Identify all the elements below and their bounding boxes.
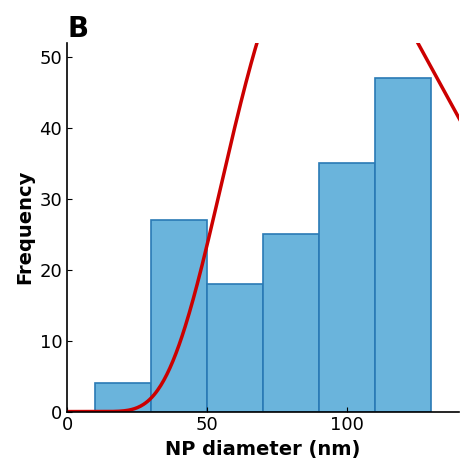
Bar (375, 78, 431, 411)
Bar (207, 284, 263, 411)
Bar (263, 234, 319, 411)
Y-axis label: Frequency: Frequency (15, 170, 34, 284)
X-axis label: NP diameter (nm): NP diameter (nm) (165, 440, 361, 459)
Bar (95, 383, 151, 411)
Bar (319, 164, 375, 411)
Text: B: B (67, 15, 88, 43)
Bar (151, 220, 207, 411)
